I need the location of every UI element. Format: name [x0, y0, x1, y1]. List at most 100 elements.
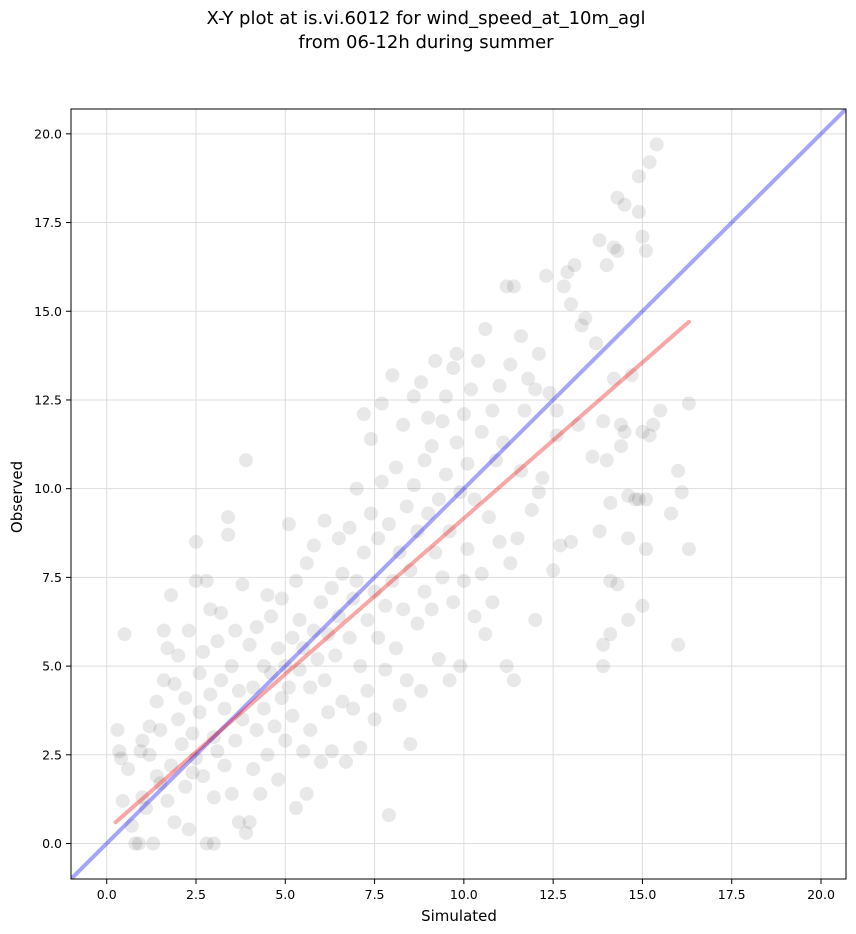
data-point: [681, 396, 696, 411]
data-point: [614, 417, 628, 432]
data-point: [274, 591, 289, 606]
y-tick-label: 12.5: [34, 392, 62, 407]
data-point: [349, 573, 364, 588]
data-point: [133, 744, 148, 759]
data-point: [431, 492, 446, 507]
data-point: [149, 769, 164, 784]
data-point: [274, 691, 289, 706]
data-point: [442, 673, 457, 688]
data-point: [335, 566, 350, 581]
x-tick-label: 17.5: [718, 887, 746, 902]
data-point: [610, 577, 625, 592]
data-point: [167, 676, 182, 691]
data-point: [246, 680, 261, 695]
data-point: [189, 534, 203, 549]
data-point: [231, 815, 246, 830]
data-point: [617, 197, 632, 212]
data-point: [628, 492, 643, 507]
data-point: [603, 495, 618, 510]
data-point: [260, 747, 275, 762]
data-point: [189, 573, 203, 588]
data-point: [178, 779, 193, 794]
data-point: [614, 439, 628, 454]
data-point: [603, 627, 618, 642]
data-point: [639, 243, 653, 258]
data-point: [124, 818, 139, 833]
data-point: [435, 414, 450, 429]
data-point: [553, 538, 568, 553]
data-point: [589, 336, 603, 351]
data-point: [110, 722, 125, 737]
plot-frame: [70, 108, 847, 880]
data-point: [317, 673, 332, 688]
data-point: [517, 403, 532, 418]
data-point: [539, 268, 553, 283]
data-point: [642, 428, 657, 443]
data-point: [192, 705, 207, 720]
identity-line: [71, 109, 846, 879]
data-point: [378, 662, 393, 677]
y-axis-label: Observed: [8, 461, 26, 533]
data-point: [117, 627, 132, 642]
data-point: [214, 605, 228, 620]
data-point: [353, 659, 368, 674]
data-point: [535, 471, 550, 486]
data-point: [403, 737, 418, 752]
data-point: [378, 598, 393, 613]
data-point: [203, 602, 218, 617]
data-point: [339, 754, 353, 769]
data-point: [460, 456, 475, 471]
data-point: [342, 630, 357, 645]
data-point: [649, 137, 664, 152]
x-tick-label: 0.0: [97, 887, 117, 902]
data-point: [153, 722, 168, 737]
data-point: [599, 258, 614, 273]
data-point: [228, 733, 243, 748]
data-point: [278, 733, 293, 748]
data-point: [499, 659, 514, 674]
data-point: [399, 673, 414, 688]
data-point: [653, 403, 668, 418]
data-point: [353, 740, 368, 755]
data-point: [260, 588, 275, 603]
data-point: [224, 786, 239, 801]
data-point: [321, 705, 336, 720]
data-point: [356, 545, 371, 560]
data-point: [296, 641, 311, 656]
data-point: [256, 701, 271, 716]
data-point: [639, 542, 653, 556]
chart-title: X-Y plot at is.vi.6012 for wind_speed_at…: [207, 8, 646, 29]
data-point: [631, 204, 646, 219]
data-point: [131, 836, 146, 851]
data-point: [503, 556, 518, 571]
data-point: [442, 524, 457, 539]
data-point: [267, 719, 282, 734]
data-point: [356, 407, 371, 422]
data-point: [621, 488, 636, 503]
data-point: [578, 311, 593, 326]
data-point: [396, 602, 411, 617]
data-point: [374, 396, 389, 411]
data-point: [621, 531, 636, 546]
data-point: [596, 414, 611, 429]
y-tick-label: 2.5: [42, 747, 62, 762]
data-point: [371, 531, 386, 546]
data-point: [424, 439, 439, 454]
data-point: [449, 346, 464, 361]
x-tick-label: 12.5: [539, 887, 567, 902]
data-point: [524, 502, 539, 517]
data-point: [160, 641, 175, 656]
y-tick-label: 17.5: [34, 215, 62, 230]
data-point: [635, 229, 650, 244]
data-point: [324, 581, 339, 596]
data-point: [671, 637, 686, 652]
data-point: [671, 463, 686, 478]
data-point: [596, 637, 611, 652]
data-point: [624, 368, 639, 383]
data-point: [199, 836, 214, 851]
data-point: [674, 485, 689, 500]
data-point: [453, 485, 468, 500]
data-point: [499, 279, 514, 294]
data-point: [285, 708, 300, 723]
y-tick-label: 20.0: [34, 126, 62, 141]
